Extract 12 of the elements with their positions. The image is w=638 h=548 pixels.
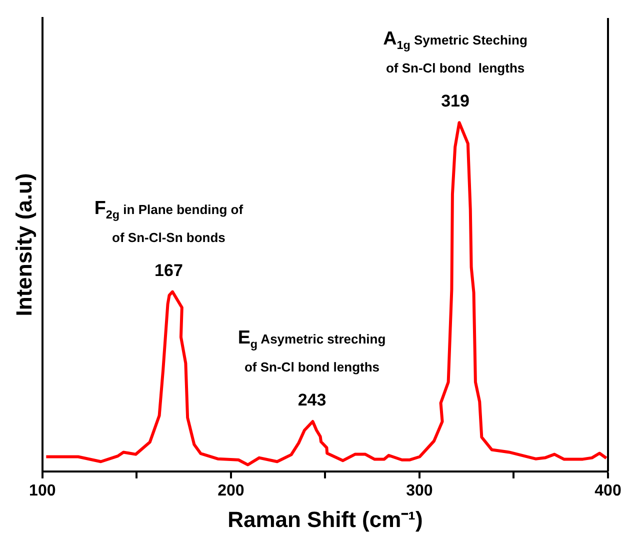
x-tick-label: 300	[406, 482, 433, 500]
y-axis-title: Intensity (a.u)	[11, 173, 36, 316]
x-tick-label: 100	[29, 482, 56, 500]
x-tick-label: 400	[594, 482, 622, 500]
x-axis-title: Raman Shift (cm⁻¹)	[228, 506, 423, 532]
annotation: of Sn-Cl bond lengths	[244, 360, 380, 375]
annotation: 319	[441, 92, 470, 111]
annotation: 243	[298, 390, 326, 410]
text: of Sn-Cl bond lengths	[386, 60, 525, 76]
annotation: of Sn-Cl-Sn bonds	[112, 230, 226, 245]
x-tick-label: 200	[218, 482, 244, 500]
annotation: 167	[154, 260, 183, 280]
